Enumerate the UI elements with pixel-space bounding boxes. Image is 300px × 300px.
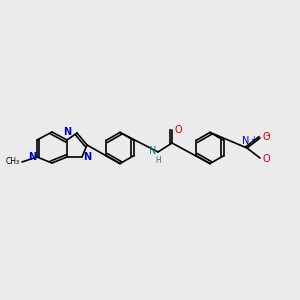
- Text: -: -: [266, 130, 269, 140]
- Text: O: O: [262, 154, 270, 164]
- Text: O: O: [262, 132, 270, 142]
- Text: H: H: [156, 156, 161, 165]
- Text: N: N: [242, 136, 250, 146]
- Text: N: N: [83, 152, 91, 162]
- Text: CH₃: CH₃: [6, 158, 20, 166]
- Text: +: +: [250, 135, 256, 144]
- Text: O: O: [174, 125, 182, 135]
- Text: N: N: [28, 152, 36, 162]
- Text: N: N: [149, 146, 157, 156]
- Text: N: N: [63, 127, 71, 137]
